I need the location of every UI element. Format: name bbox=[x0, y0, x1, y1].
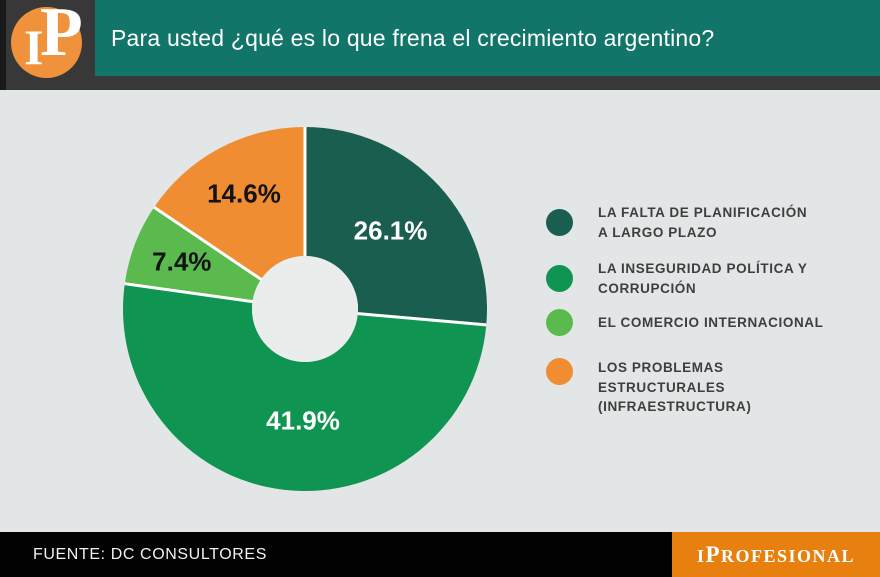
title-banner: Para usted ¿qué es lo que frena el creci… bbox=[95, 0, 880, 76]
legend-label: EL COMERCIO INTERNACIONAL bbox=[598, 314, 824, 330]
chart-region: LA FALTA DE PLANIFICACIÓN A LARGO PLAZO L… bbox=[0, 90, 880, 532]
pie-segment-1 bbox=[123, 283, 487, 491]
pie-label-3: 14.6% bbox=[207, 178, 281, 209]
donut-chart-svg bbox=[123, 127, 487, 491]
pie-label-2: 7.4% bbox=[152, 246, 212, 277]
legend-item-0: LA FALTA DE PLANIFICACIÓN A LARGO PLAZO bbox=[546, 203, 856, 242]
donut-chart bbox=[123, 127, 487, 491]
segment-separator bbox=[153, 205, 263, 282]
legend-item-1: LA INSEGURIDAD POLÍTICA Y CORRUPCIÓN bbox=[546, 259, 856, 298]
segment-separator bbox=[124, 282, 254, 304]
pie-label-0: 26.1% bbox=[353, 215, 428, 246]
brand-wordmark: IPROFESIONAL bbox=[697, 543, 855, 566]
legend-label: LA INSEGURIDAD POLÍTICA Y CORRUPCIÓN bbox=[598, 261, 808, 296]
pie-label-1: 41.9% bbox=[266, 405, 340, 436]
logo-letter-p: P bbox=[40, 0, 83, 71]
footer-bar: FUENTE: DC CONSULTORES IPROFESIONAL bbox=[0, 532, 880, 577]
legend-swatch-icon bbox=[546, 358, 573, 386]
legend-label: LA FALTA DE PLANIFICACIÓN A LARGO PLAZO bbox=[598, 205, 808, 240]
chart-legend: LA FALTA DE PLANIFICACIÓN A LARGO PLAZO L… bbox=[546, 203, 856, 417]
pie-segment-3 bbox=[154, 127, 305, 280]
brand-block: IPROFESIONAL bbox=[672, 532, 880, 577]
legend-swatch-icon bbox=[546, 209, 573, 237]
legend-item-3: LOS PROBLEMAS ESTRUCTURALES (INFRAESTRUC… bbox=[546, 358, 856, 417]
brand-letter: P bbox=[705, 542, 722, 567]
legend-item-2: EL COMERCIO INTERNACIONAL bbox=[546, 309, 856, 337]
legend-swatch-icon bbox=[546, 265, 573, 293]
brand-letter: ROFESIONAL bbox=[721, 546, 856, 566]
page-title: Para usted ¿qué es lo que frena el creci… bbox=[111, 25, 715, 51]
header-left-edge bbox=[0, 0, 6, 90]
logo-letter-i: I bbox=[24, 19, 44, 75]
brand-letter: I bbox=[696, 546, 706, 566]
segment-separator bbox=[356, 312, 487, 327]
pie-segment-0 bbox=[305, 127, 487, 325]
pie-segment-2 bbox=[124, 207, 262, 302]
donut-hole bbox=[252, 256, 358, 362]
legend-swatch-icon bbox=[546, 309, 573, 337]
source-text: FUENTE: DC CONSULTORES bbox=[33, 546, 267, 563]
legend-label: LOS PROBLEMAS ESTRUCTURALES (INFRAESTRUC… bbox=[598, 360, 752, 415]
